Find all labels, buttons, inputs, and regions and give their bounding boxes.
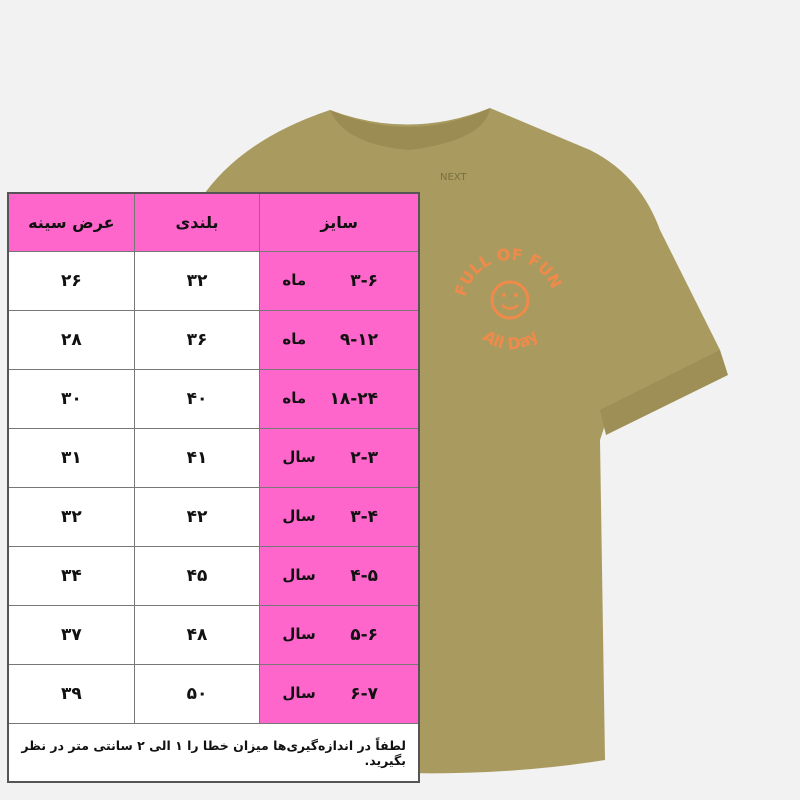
height-cell: ۴۲ [133, 487, 261, 547]
header-size: سایز [259, 192, 420, 252]
size-cell: ۵-۶ سال [259, 605, 420, 665]
height-cell: ۵۰ [133, 664, 261, 724]
size-unit: ماه [282, 271, 307, 289]
size-unit: ماه [282, 389, 307, 407]
table-row: ۶-۷ سال ۵۰ ۳۹ [7, 664, 420, 724]
header-height: بلندی [133, 192, 261, 252]
size-range: ۳-۴ [350, 507, 378, 527]
height-cell: ۴۰ [133, 369, 261, 429]
size-cell: ۹-۱۲ ماه [259, 310, 420, 370]
table-row: ۳-۶ ماه ۳۲ ۲۶ [7, 251, 420, 311]
size-cell: ۲-۳ سال [259, 428, 420, 488]
size-cell: ۳-۶ ماه [259, 251, 420, 311]
tshirt-collar [330, 108, 490, 150]
size-unit: سال [282, 684, 316, 702]
size-cell: ۱۸-۲۴ ماه [259, 369, 420, 429]
table-row: ۹-۱۲ ماه ۳۶ ۲۸ [7, 310, 420, 370]
size-range: ۴-۵ [350, 566, 378, 586]
chest-cell: ۲۶ [7, 251, 135, 311]
size-cell: ۴-۵ سال [259, 546, 420, 606]
size-range: ۲-۳ [350, 448, 378, 468]
height-cell: ۴۵ [133, 546, 261, 606]
size-chart-table: سایز بلندی عرض سینه ۳-۶ ماه ۳۲ ۲۶ ۹-۱۲ ماه … [7, 192, 420, 783]
table-row: ۴-۵ سال ۴۵ ۳۴ [7, 546, 420, 606]
height-cell: ۴۱ [133, 428, 261, 488]
size-unit: سال [282, 566, 316, 584]
size-cell: ۶-۷ سال [259, 664, 420, 724]
size-range: ۱۸-۲۴ [329, 389, 378, 409]
chest-cell: ۳۲ [7, 487, 135, 547]
chest-cell: ۳۷ [7, 605, 135, 665]
size-range: ۳-۶ [350, 271, 378, 291]
size-range: ۶-۷ [350, 684, 378, 704]
chest-cell: ۲۸ [7, 310, 135, 370]
table-header-row: سایز بلندی عرض سینه [7, 192, 420, 252]
chest-cell: ۳۰ [7, 369, 135, 429]
size-range: ۹-۱۲ [339, 330, 378, 350]
measurement-note: لطفاً در اندازه‌گیری‌ها میزان خطا را ۱ ا… [7, 723, 420, 783]
table-row: ۳-۴ سال ۴۲ ۳۲ [7, 487, 420, 547]
brand-label: NEXT [440, 172, 467, 183]
tshirt-sleeve-cuff [600, 350, 728, 435]
table-row: ۲-۳ سال ۴۱ ۳۱ [7, 428, 420, 488]
size-unit: ماه [282, 330, 307, 348]
height-cell: ۴۸ [133, 605, 261, 665]
chest-cell: ۳۱ [7, 428, 135, 488]
chest-cell: ۳۴ [7, 546, 135, 606]
chest-cell: ۳۹ [7, 664, 135, 724]
table-row: ۱۸-۲۴ ماه ۴۰ ۳۰ [7, 369, 420, 429]
size-unit: سال [282, 448, 316, 466]
height-cell: ۳۲ [133, 251, 261, 311]
table-row: ۵-۶ سال ۴۸ ۳۷ [7, 605, 420, 665]
size-range: ۵-۶ [350, 625, 378, 645]
note-row: لطفاً در اندازه‌گیری‌ها میزان خطا را ۱ ا… [7, 723, 420, 783]
header-chest: عرض سینه [7, 192, 135, 252]
size-cell: ۳-۴ سال [259, 487, 420, 547]
size-unit: سال [282, 625, 316, 643]
size-unit: سال [282, 507, 316, 525]
height-cell: ۳۶ [133, 310, 261, 370]
